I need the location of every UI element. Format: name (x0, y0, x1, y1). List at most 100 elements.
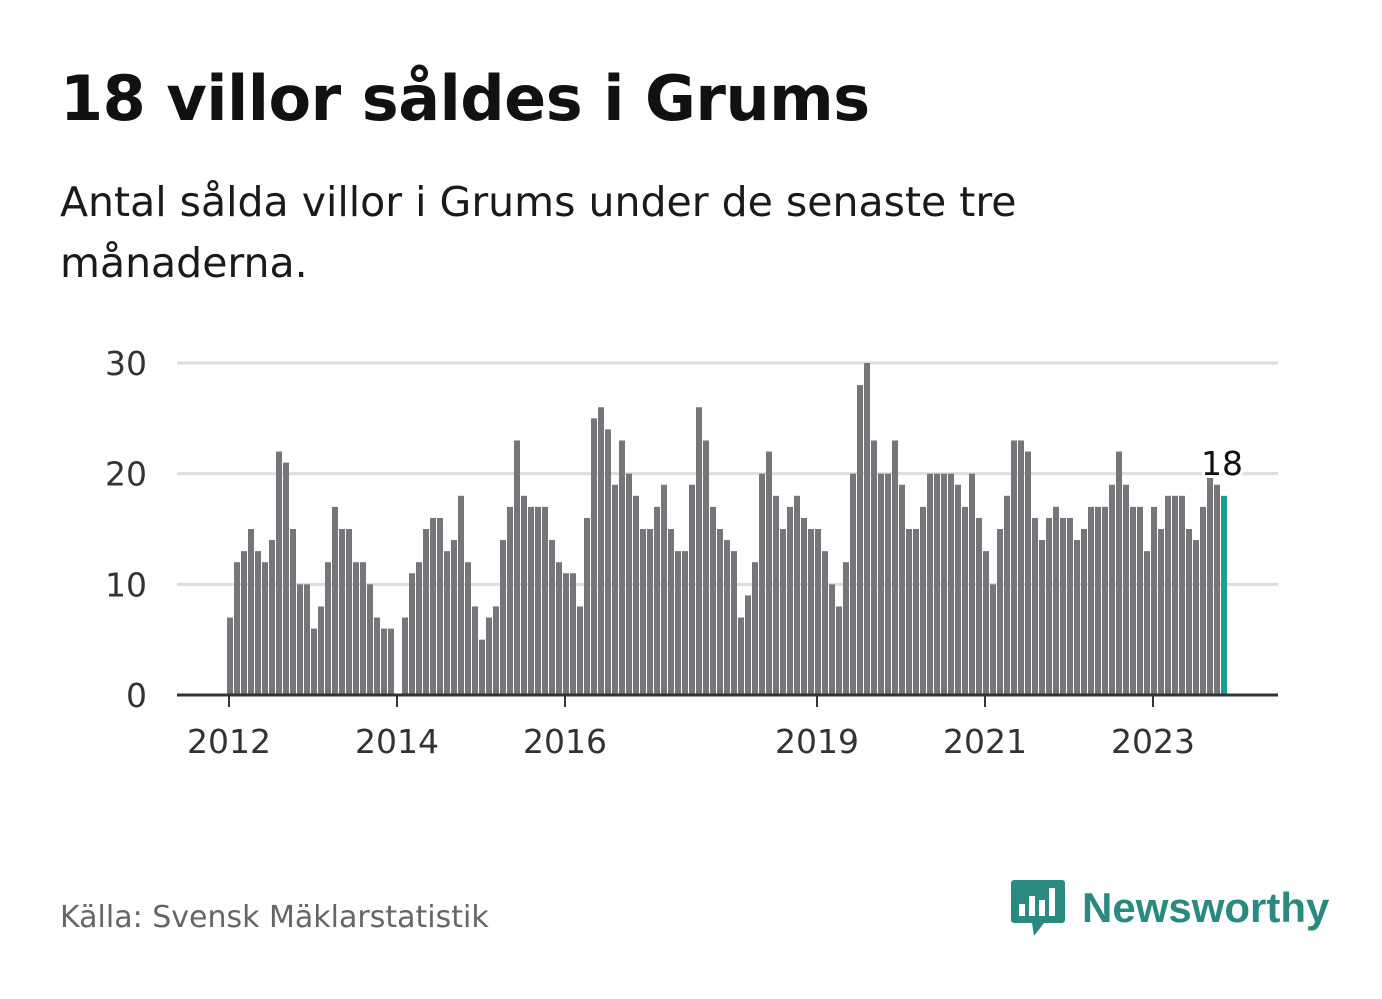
bar (493, 606, 499, 695)
bar (1018, 440, 1024, 695)
bar (780, 529, 786, 695)
bar (675, 551, 681, 695)
bar (682, 551, 688, 695)
bar (969, 473, 975, 695)
bar (521, 495, 527, 695)
bar (472, 606, 478, 695)
x-tick-label: 2019 (775, 722, 859, 761)
bar (241, 551, 247, 695)
bar (934, 473, 940, 695)
bar (927, 473, 933, 695)
bar (451, 540, 457, 695)
x-tick-label: 2016 (523, 722, 607, 761)
bar (1011, 440, 1017, 695)
x-tick-label: 2023 (1111, 722, 1195, 761)
bar (269, 540, 275, 695)
bar (570, 573, 576, 695)
bar (1060, 517, 1066, 695)
bar (304, 584, 310, 695)
y-tick-label: 10 (105, 565, 147, 604)
bar (1130, 506, 1136, 695)
newsworthy-logo: Newsworthy (1010, 878, 1329, 938)
bar (731, 551, 737, 695)
bar (850, 473, 856, 695)
y-tick-label: 30 (105, 344, 147, 383)
bar (1200, 506, 1206, 695)
chart-title: 18 villor såldes i Grums (60, 62, 870, 135)
bar (878, 473, 884, 695)
bar (402, 617, 408, 695)
bar (227, 617, 233, 695)
bar (1144, 551, 1150, 695)
bar (647, 529, 653, 695)
bar (899, 484, 905, 695)
bar (787, 506, 793, 695)
bar (584, 517, 590, 695)
bar (1214, 484, 1220, 695)
bar (262, 562, 268, 695)
x-tick-label: 2014 (355, 722, 439, 761)
bar (668, 529, 674, 695)
bar (1151, 506, 1157, 695)
bar (1088, 506, 1094, 695)
bar (332, 506, 338, 695)
bar (997, 529, 1003, 695)
bar (941, 473, 947, 695)
bar (535, 506, 541, 695)
bar (619, 440, 625, 695)
bar (920, 506, 926, 695)
bar (465, 562, 471, 695)
bar (1004, 495, 1010, 695)
bar (948, 473, 954, 695)
bar (1067, 517, 1073, 695)
last-value-label: 18 (1201, 444, 1243, 483)
bar (724, 540, 730, 695)
x-tick-label: 2021 (943, 722, 1027, 761)
bar (955, 484, 961, 695)
axis-layer (177, 693, 1278, 707)
bar (661, 484, 667, 695)
bar (507, 506, 513, 695)
bar (1123, 484, 1129, 695)
bar (976, 517, 982, 695)
bar (598, 407, 604, 695)
bar (857, 385, 863, 695)
bar (1081, 529, 1087, 695)
bar (437, 517, 443, 695)
bar (1053, 506, 1059, 695)
bar (983, 551, 989, 695)
bar (297, 584, 303, 695)
bar (1032, 517, 1038, 695)
bar (360, 562, 366, 695)
bar (640, 529, 646, 695)
bar (479, 639, 485, 695)
bar (1074, 540, 1080, 695)
bar (794, 495, 800, 695)
bar (710, 506, 716, 695)
bar (423, 529, 429, 695)
bar (556, 562, 562, 695)
bar (1046, 517, 1052, 695)
bar (1102, 506, 1108, 695)
y-tick-label: 20 (105, 455, 147, 494)
bar (759, 473, 765, 695)
x-tick-label: 2012 (187, 722, 271, 761)
bar (577, 606, 583, 695)
bar (318, 606, 324, 695)
bar (822, 551, 828, 695)
bar (836, 606, 842, 695)
bar (290, 529, 296, 695)
bar (773, 495, 779, 695)
bar (255, 551, 261, 695)
bar (409, 573, 415, 695)
bar (339, 529, 345, 695)
bar (1207, 473, 1213, 695)
bar (1109, 484, 1115, 695)
bar (367, 584, 373, 695)
bar (829, 584, 835, 695)
bar (1186, 529, 1192, 695)
bar-chart-speech-bubble-icon (1011, 880, 1065, 936)
bar (766, 451, 772, 695)
chart-subtitle: Antal sålda villor i Grums under de sena… (60, 178, 1017, 287)
